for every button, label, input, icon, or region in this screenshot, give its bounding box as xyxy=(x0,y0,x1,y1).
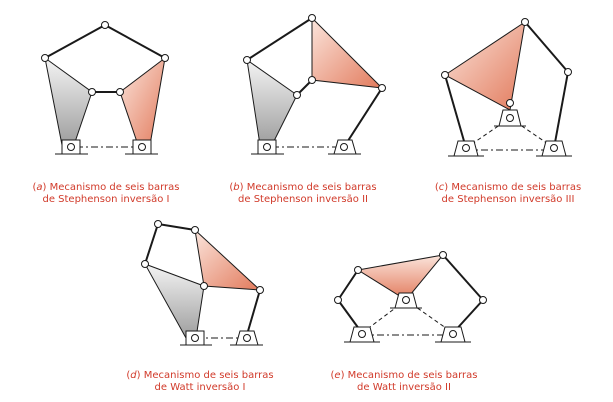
link xyxy=(246,17,313,61)
caption-letter: e xyxy=(334,370,341,381)
caption-e: (e) Mecanismo de seis barras de Watt inv… xyxy=(316,370,492,394)
ground-pivot xyxy=(180,330,212,346)
caption-line2: de Stephenson inversão III xyxy=(441,194,575,205)
link xyxy=(343,87,383,148)
panel-e-diagram xyxy=(334,251,487,343)
ground-pivot xyxy=(230,330,263,346)
ground-pivot xyxy=(328,139,361,155)
ground-pivot xyxy=(536,140,572,157)
caption-c: (c) Mecanismo de seis barras de Stephens… xyxy=(418,182,598,206)
ground-pivot xyxy=(251,139,284,155)
salmon-ternary-link xyxy=(311,16,384,89)
joint xyxy=(334,251,487,304)
coupler-link xyxy=(44,24,106,59)
caption-line2: de Watt inversão II xyxy=(357,382,451,393)
salmon-ternary-link xyxy=(194,228,262,291)
ground-pivot xyxy=(448,140,484,157)
caption-line1: Mecanismo de seis barras xyxy=(246,182,377,193)
link xyxy=(157,223,196,231)
panel-a-diagram xyxy=(41,21,169,155)
link xyxy=(337,269,359,301)
salmon-ternary-link xyxy=(119,56,166,146)
ground-pivot xyxy=(344,326,380,343)
caption-line1: Mecanismo de seis barras xyxy=(143,370,274,381)
link xyxy=(245,289,261,339)
caption-letter: d xyxy=(130,370,137,381)
ground-pivot xyxy=(435,326,471,343)
caption-letter: c xyxy=(438,182,445,193)
salmon-ternary-link xyxy=(356,254,445,301)
caption-b: (b) Mecanismo de seis barras de Stephens… xyxy=(215,182,391,206)
panel-b-diagram xyxy=(243,14,386,155)
salmon-ternary-link xyxy=(444,20,526,111)
panel-d-diagram xyxy=(141,220,264,346)
link xyxy=(144,223,159,265)
coupler-link xyxy=(104,24,166,59)
link xyxy=(553,71,569,149)
joint xyxy=(441,18,572,107)
link xyxy=(444,74,467,149)
caption-d: (d) Mecanismo de seis barras de Watt inv… xyxy=(112,370,288,394)
caption-letter: a xyxy=(36,182,43,193)
ground-pivot xyxy=(494,109,526,127)
gray-ternary-link xyxy=(246,58,298,146)
caption-line2: de Stephenson inversão I xyxy=(42,194,170,205)
link xyxy=(524,21,569,73)
caption-line1: Mecanismo de seis barras xyxy=(451,182,582,193)
caption-line2: de Stephenson inversão II xyxy=(238,194,368,205)
joint xyxy=(141,220,264,294)
joint xyxy=(41,21,169,96)
caption-letter: b xyxy=(233,182,240,193)
ground-pivot xyxy=(55,139,88,155)
caption-line1: Mecanismo de seis barras xyxy=(347,370,478,381)
gray-ternary-link xyxy=(143,263,205,339)
caption-a: (a) Mecanismo de seis barras de Stephens… xyxy=(18,182,194,206)
ground-pivot xyxy=(390,292,422,309)
gray-ternary-link xyxy=(44,56,93,146)
caption-line1: Mecanismo de seis barras xyxy=(49,182,180,193)
panel-c-diagram xyxy=(441,18,572,157)
link xyxy=(442,254,484,301)
caption-line2: de Watt inversão I xyxy=(154,382,246,393)
joint xyxy=(243,14,386,99)
ground-pivot xyxy=(125,139,158,155)
